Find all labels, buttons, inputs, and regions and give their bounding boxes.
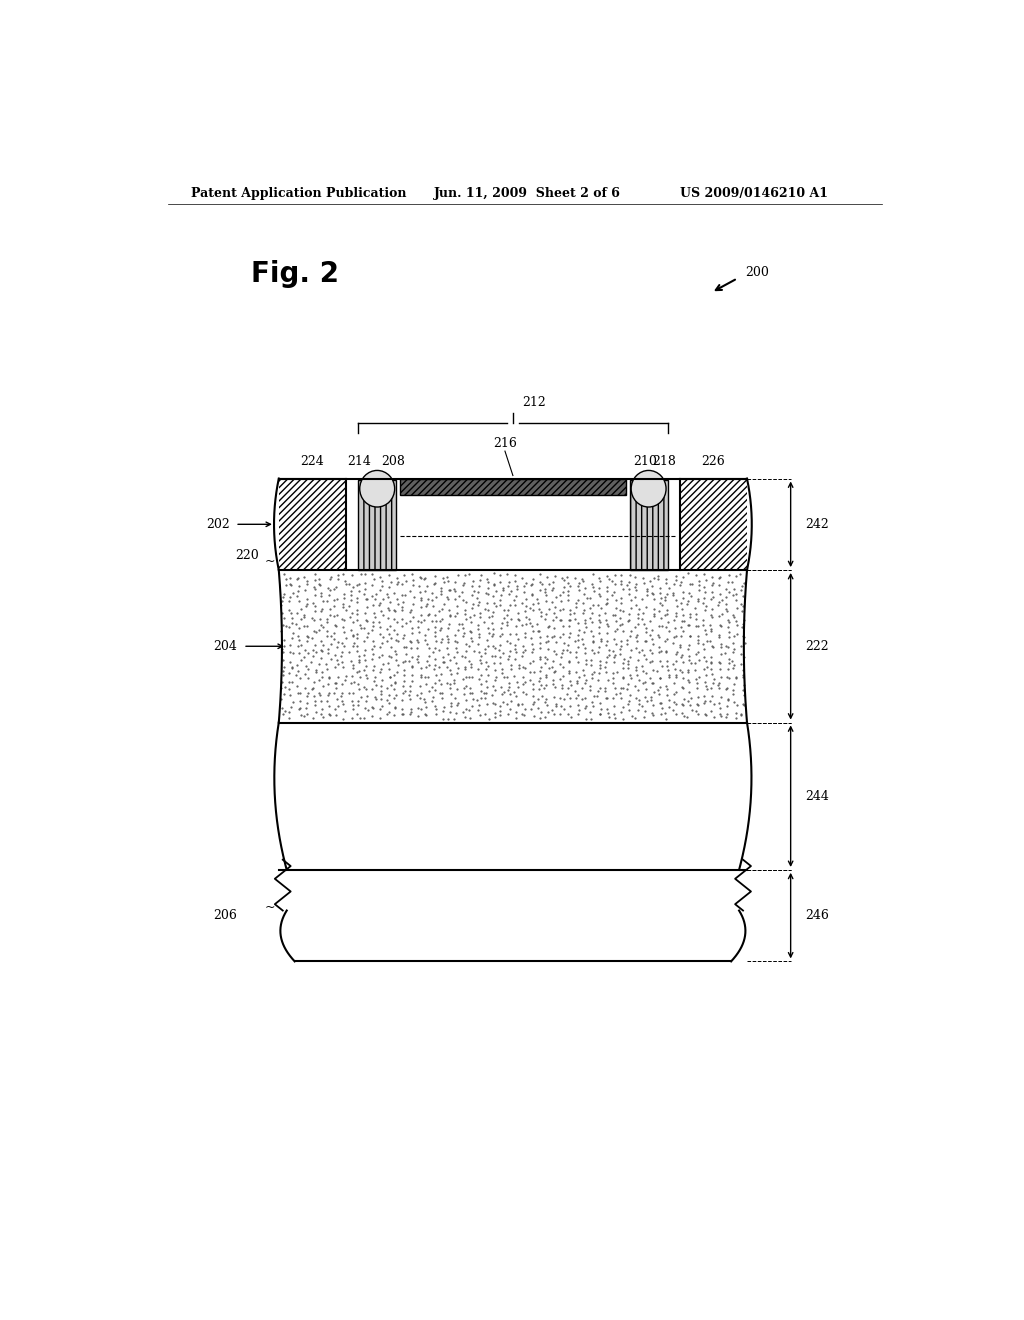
- Text: Patent Application Publication: Patent Application Publication: [191, 187, 407, 199]
- Text: 212: 212: [522, 396, 546, 409]
- Text: 216: 216: [493, 437, 517, 450]
- Text: 206: 206: [214, 909, 238, 923]
- Text: 242: 242: [805, 517, 828, 531]
- Bar: [358, 479, 396, 570]
- Text: 214: 214: [347, 455, 371, 469]
- Bar: [630, 479, 668, 570]
- Text: 244: 244: [805, 789, 828, 803]
- Text: Jun. 11, 2009  Sheet 2 of 6: Jun. 11, 2009 Sheet 2 of 6: [433, 187, 621, 199]
- Text: 202: 202: [206, 517, 229, 531]
- Ellipse shape: [359, 470, 394, 507]
- Text: ~: ~: [264, 554, 274, 568]
- Text: 200: 200: [745, 265, 769, 279]
- Text: ~: ~: [264, 900, 274, 913]
- Text: 226: 226: [701, 455, 725, 469]
- Text: US 2009/0146210 A1: US 2009/0146210 A1: [680, 187, 827, 199]
- Bar: [680, 479, 748, 570]
- Text: 208: 208: [381, 455, 406, 469]
- Bar: [400, 479, 626, 495]
- Bar: [279, 479, 346, 570]
- Text: 246: 246: [805, 909, 828, 923]
- Ellipse shape: [631, 470, 666, 507]
- Bar: [346, 479, 680, 570]
- Text: Fig. 2: Fig. 2: [251, 260, 339, 288]
- Text: 210: 210: [633, 455, 656, 469]
- Bar: [279, 722, 748, 870]
- Bar: [279, 570, 748, 722]
- Text: 222: 222: [805, 640, 828, 653]
- Text: ~: ~: [517, 541, 528, 554]
- Text: 220: 220: [236, 549, 259, 562]
- Text: 218: 218: [652, 455, 677, 469]
- Bar: [396, 495, 630, 570]
- Text: 204: 204: [214, 640, 238, 653]
- Text: 248: 248: [537, 546, 560, 560]
- Text: 224: 224: [301, 455, 325, 469]
